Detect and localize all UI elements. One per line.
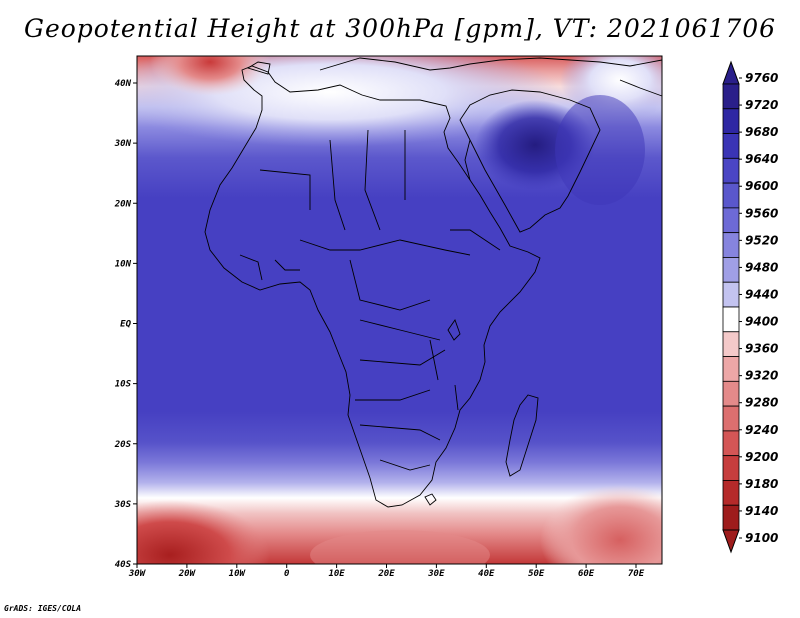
- colorbar-swatch: [722, 108, 740, 134]
- colorbar-label: 9760: [745, 71, 778, 85]
- colorbar-swatch: [722, 207, 740, 234]
- colorbar-label: 9480: [745, 260, 778, 274]
- map-frame: [136, 55, 663, 565]
- colorbar-top-arrow: [722, 60, 740, 85]
- lon-label: 50E: [528, 569, 545, 579]
- coastlines-and-borders: [204, 57, 663, 508]
- lat-label: 30S: [114, 500, 132, 510]
- credit-label: GrADS: IGES/COLA: [4, 604, 82, 613]
- latitude-axis: 40N 30N 20N 10N EQ 10S 20S 30S 40S: [114, 79, 137, 570]
- lat-label: 20N: [114, 199, 132, 209]
- colorbar-swatch: [722, 356, 740, 382]
- colorbar-swatch: [722, 380, 740, 407]
- colorbar-swatch: [722, 83, 740, 110]
- colorbar-label: 9200: [745, 450, 778, 464]
- colorbar-label: 9440: [745, 287, 778, 301]
- colorbar-label: 9520: [745, 233, 778, 247]
- lon-label: 20E: [377, 569, 395, 579]
- colorbar-label: 9180: [745, 477, 778, 491]
- lat-label: 40N: [115, 79, 132, 89]
- lat-label: 30N: [114, 139, 132, 149]
- colorbar-label: 9680: [745, 125, 778, 139]
- colorbar-label: 9140: [745, 504, 778, 518]
- lat-label: 40S: [115, 560, 132, 570]
- colorbar-label: 9720: [745, 98, 778, 112]
- colorbar-swatch: [722, 232, 740, 258]
- lon-label: 70E: [628, 569, 645, 579]
- colorbar-label: 9400: [745, 315, 778, 329]
- colorbar-swatch: [722, 455, 740, 481]
- colorbar-swatch: [722, 157, 740, 184]
- colorbar-label: 9100: [745, 531, 778, 545]
- colorbar-swatch: [722, 257, 740, 283]
- colorbar-swatch: [722, 480, 740, 506]
- lat-label: 20S: [114, 440, 132, 450]
- colorbar-swatch: [722, 405, 740, 432]
- colorbar-swatch: [722, 504, 740, 531]
- lat-label: EQ: [120, 320, 131, 330]
- colorbar-label: 9320: [745, 369, 778, 383]
- colorbar-label: 9560: [745, 206, 778, 220]
- chart-title: Geopotential Height at 300hPa [gpm], VT:…: [23, 14, 777, 43]
- height-field: [137, 56, 662, 564]
- lon-label: 60E: [578, 569, 595, 579]
- lon-label: 30E: [427, 569, 445, 579]
- lat-label: 10N: [115, 259, 132, 269]
- colorbar-label: 9280: [745, 396, 778, 410]
- lon-label: 10W: [229, 569, 247, 579]
- colorbar: 9760 9720 9680 9640 9600 9560 9520 9480 9440 9400…: [722, 60, 778, 554]
- longitude-axis: 30W 20W 10W 0 10E 20E 30E 40E 50E 60E 70E: [128, 564, 645, 579]
- colorbar-label: 9640: [745, 152, 778, 166]
- colorbar-swatch: [722, 306, 740, 333]
- colorbar-bottom-arrow: [722, 529, 740, 554]
- colorbar-label: 9360: [745, 342, 778, 356]
- colorbar-label: 9600: [745, 179, 778, 193]
- lon-label: 0: [284, 569, 290, 579]
- lon-label: 40E: [478, 569, 495, 579]
- colorbar-swatch: [722, 133, 740, 159]
- lon-label: 10E: [328, 569, 345, 579]
- colorbar-swatch: [722, 281, 740, 308]
- colorbar-swatch: [722, 430, 740, 457]
- lon-label: 20W: [178, 569, 197, 579]
- colorbar-label: 9240: [745, 423, 778, 437]
- lat-label: 10S: [115, 380, 132, 390]
- colorbar-swatch: [722, 331, 740, 357]
- lon-label: 30W: [128, 569, 147, 579]
- colorbar-swatch: [722, 182, 740, 209]
